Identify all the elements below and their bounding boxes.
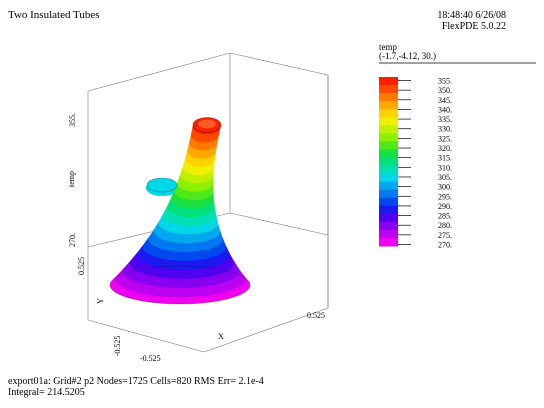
legend-label: 270. <box>438 241 452 250</box>
surface <box>109 117 251 305</box>
legend-label: 290. <box>438 202 452 211</box>
legend-label: 275. <box>438 231 452 240</box>
box-edge <box>87 319 205 353</box>
box-edge <box>229 52 329 76</box>
legend-label: 310. <box>438 163 452 172</box>
legend-swatch <box>379 173 398 183</box>
footer-integral: Integral= 214.5205 <box>8 387 85 398</box>
timestamp: 18:48:40 6/26/08 <box>437 10 506 21</box>
x-tick-min: -0.525 <box>140 354 161 363</box>
legend-swatch <box>379 125 398 134</box>
legend-label: 345. <box>438 96 452 105</box>
legend-swatch <box>379 181 398 191</box>
legend-label: 305. <box>438 173 452 182</box>
legend-swatch <box>379 189 398 199</box>
legend-label: 315. <box>438 154 452 163</box>
legend-label: 320. <box>438 144 452 153</box>
legend-label: 280. <box>438 221 452 230</box>
legend-label: 325. <box>438 134 452 143</box>
legend-label: 285. <box>438 212 452 221</box>
legend-label: 350. <box>438 86 452 95</box>
program-version: FlexPDE 5.0.22 <box>441 21 506 32</box>
legend-label: 295. <box>438 192 452 201</box>
y-tick-max: 0.525 <box>77 257 86 275</box>
legend-label: 300. <box>438 183 452 192</box>
legend-swatch <box>379 101 398 110</box>
z-axis-label: temp <box>67 171 76 187</box>
legend-variable: temp <box>379 42 397 52</box>
legend-swatch <box>379 221 398 231</box>
plot-title: Two Insulated Tubes <box>8 9 100 21</box>
y-tick-min: -0.525 <box>113 336 122 357</box>
legend-label: 335. <box>438 115 452 124</box>
legend-point: (-1.7,-4.12, 30.) <box>379 51 436 61</box>
x-axis-label: X <box>218 332 224 341</box>
legend-swatch <box>379 77 398 86</box>
legend-swatch <box>379 237 398 247</box>
legend-swatch <box>379 93 398 102</box>
legend-label: 340. <box>438 105 452 114</box>
legend-swatch <box>379 85 398 94</box>
legend-label: 355. <box>438 77 452 86</box>
surface-base-edge <box>109 265 251 305</box>
legend-swatch <box>379 141 398 150</box>
box-edge <box>229 212 329 236</box>
tube-cap <box>146 177 178 193</box>
legend-swatch <box>379 133 398 142</box>
legend-swatch <box>379 229 398 239</box>
plot-box <box>87 52 329 353</box>
legend-swatch <box>379 109 398 118</box>
box-edge <box>203 307 329 353</box>
legend-swatch <box>379 149 398 158</box>
legend-swatch <box>379 165 398 175</box>
legend-swatch <box>379 205 398 215</box>
z-tick-min: 270. <box>68 233 77 247</box>
legend-label: 330. <box>438 125 452 134</box>
legend-swatch <box>379 213 398 223</box>
legend-labels: 355.350.345.340.335.330.325.320.315.310.… <box>398 77 452 250</box>
tube-cap-highlight <box>198 119 216 129</box>
legend-colorbar <box>379 77 398 247</box>
y-axis-label: Y <box>96 298 105 304</box>
box-edge <box>87 52 231 92</box>
axis-ticks: 355. 270. temp 0.525 Y -0.525 -0.525 X 0.525 <box>67 113 325 363</box>
legend-swatch <box>379 157 398 167</box>
legend-swatch <box>379 197 398 207</box>
x-tick-max: 0.525 <box>307 311 325 320</box>
footer-info: export01a: Grid#2 p2 Nodes=1725 Cells=82… <box>8 376 264 387</box>
z-tick-max: 355. <box>68 113 77 127</box>
legend-swatch <box>379 117 398 126</box>
